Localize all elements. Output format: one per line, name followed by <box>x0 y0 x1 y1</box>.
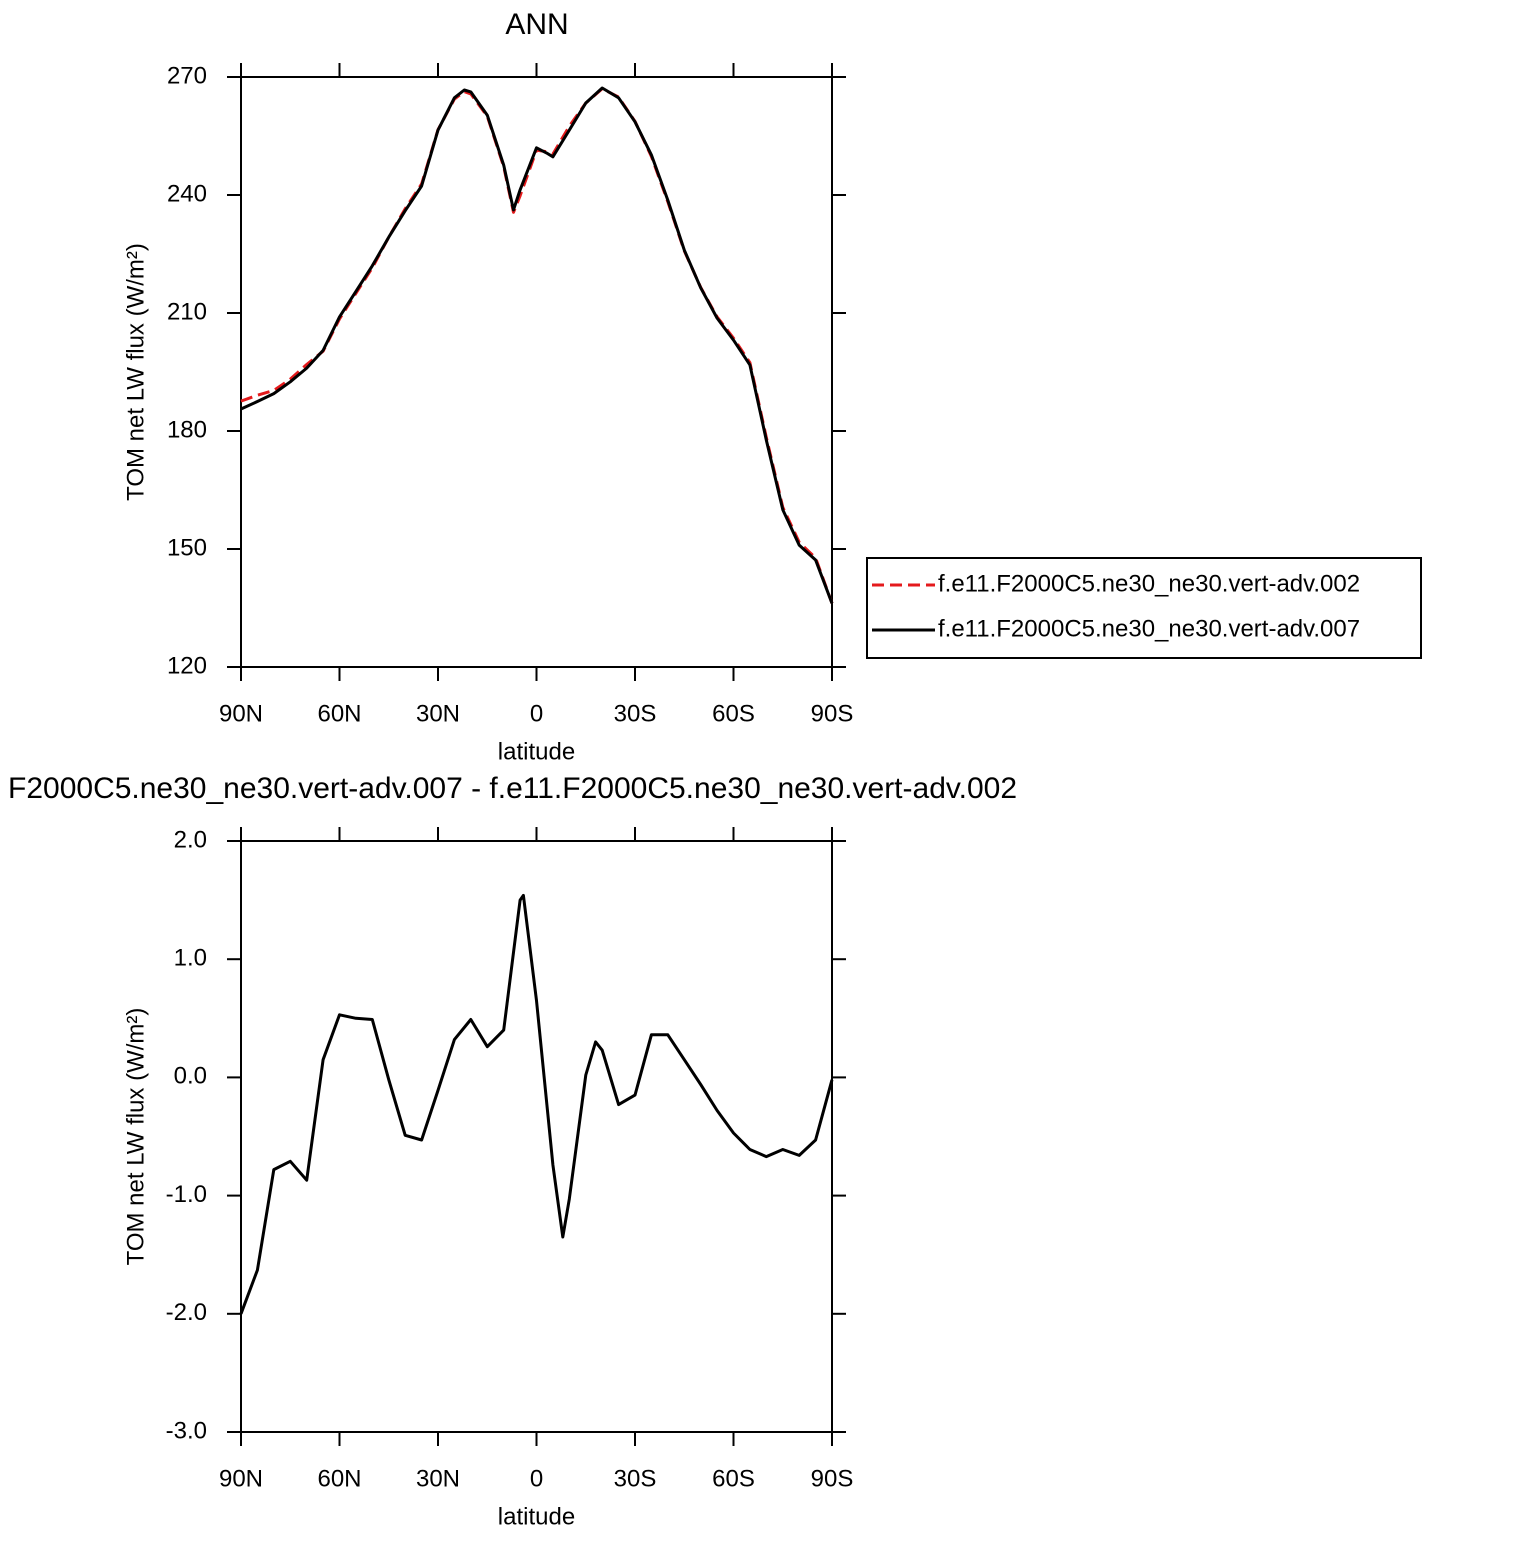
x-axis-label: latitude <box>498 1503 575 1530</box>
y-axis-label: TOM net LW flux (W/m²) <box>122 1008 149 1266</box>
legend-label: f.e11.F2000C5.ne30_ne30.vert-adv.007 <box>938 615 1360 642</box>
x-tick-label: 60N <box>317 700 361 727</box>
x-tick-label: 0 <box>530 700 543 727</box>
x-tick-label: 90S <box>811 700 854 727</box>
y-tick-label: 240 <box>167 180 207 207</box>
data-line <box>239 893 834 1315</box>
y-tick-label: 0.0 <box>174 1063 207 1090</box>
y-tick-label: 1.0 <box>174 945 207 972</box>
y-tick-label: 180 <box>167 416 207 443</box>
y-tick-label: -1.0 <box>166 1181 207 1208</box>
y-tick-label: 150 <box>167 534 207 561</box>
chart-title: F2000C5.ne30_ne30.vert-adv.007 - f.e11.F… <box>8 772 1017 805</box>
y-tick-label: 120 <box>167 652 207 679</box>
x-axis-label: latitude <box>498 738 575 765</box>
y-tick-label: 210 <box>167 298 207 325</box>
legend-label: f.e11.F2000C5.ne30_ne30.vert-adv.002 <box>938 570 1360 597</box>
x-tick-label: 90N <box>219 1465 263 1492</box>
x-tick-label: 90S <box>811 1465 854 1492</box>
x-tick-label: 90N <box>219 700 263 727</box>
x-tick-label: 30N <box>416 700 460 727</box>
x-tick-label: 0 <box>530 1465 543 1492</box>
plot-frame <box>240 76 833 668</box>
y-tick-label: -3.0 <box>166 1417 207 1444</box>
data-line <box>240 87 834 604</box>
x-tick-label: 30S <box>614 700 657 727</box>
x-tick-label: 30N <box>416 1465 460 1492</box>
plot-frame <box>240 840 833 1433</box>
x-tick-label: 30S <box>614 1465 657 1492</box>
legend-box <box>866 557 1422 659</box>
y-tick-label: 2.0 <box>174 826 207 853</box>
x-tick-label: 60N <box>317 1465 361 1492</box>
y-axis-label: TOM net LW flux (W/m²) <box>122 243 149 501</box>
data-line <box>240 86 834 604</box>
x-tick-label: 60S <box>712 1465 755 1492</box>
y-tick-label: -2.0 <box>166 1299 207 1326</box>
x-tick-label: 60S <box>712 700 755 727</box>
chart-title: ANN <box>505 8 568 41</box>
y-tick-label: 270 <box>167 62 207 89</box>
